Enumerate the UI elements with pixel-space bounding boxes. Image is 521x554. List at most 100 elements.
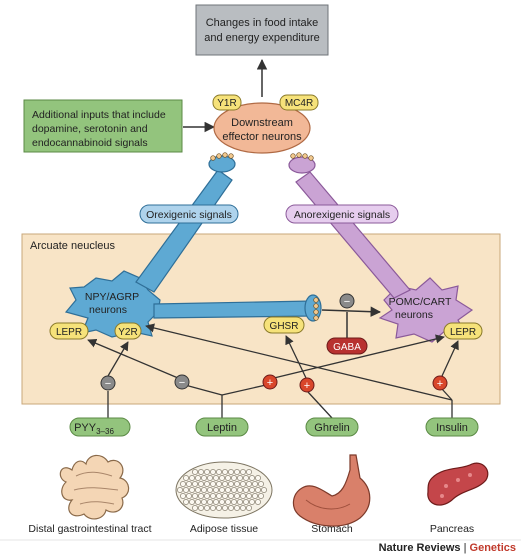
fat-cell [255,487,261,493]
fat-cell [219,475,225,481]
pyy-main-text: PYY [74,422,97,434]
vesicle [313,297,319,303]
gaba-minus-sign [339,293,355,309]
fat-cell [204,505,210,511]
ghsr-receptor [263,316,305,334]
leptin-pill [195,417,249,437]
vesicle [228,153,234,159]
insulin-to-pomc-lepr [441,340,459,377]
fat-cell [234,505,240,511]
fat-cell [243,475,249,481]
ghrelin-pill [305,417,359,437]
fat-cell [240,481,246,487]
additional-inputs-line3: endocannabinoid signals [32,137,148,149]
fat-cell [207,487,213,493]
leptin-plus-text: + [267,377,273,389]
pomc-lepr-receptor [443,322,483,340]
fat-cell [237,475,243,481]
pomc-cart-label: POMC/CART [389,296,452,308]
leptin-minus-text: − [179,377,185,389]
pancreas-shape [427,462,489,506]
insulin-plus-text: + [437,378,443,390]
insulin-plus-sign [432,375,448,391]
ghsr-label: GHSR [270,321,299,332]
y1r-label: Y1R [217,98,236,109]
pyy-subscript: 3–36 [96,427,114,436]
fat-cell [177,487,183,493]
pyy-label: PYY3–36 [74,422,114,436]
journal-name: Nature Reviews [379,542,461,554]
npy-lepr-receptor [49,322,89,340]
gaba-minus-text: − [344,296,350,308]
anorexigenic-axon-terminal [288,156,316,174]
fat-cell [183,475,189,481]
fat-cell [210,481,216,487]
fat-cell [222,469,228,475]
fat-cell [210,505,216,511]
fat-cell [225,475,231,481]
fat-cell [246,505,252,511]
fat-cell [186,493,192,499]
credit-separator: | [461,542,470,554]
vesicle [313,309,319,315]
fat-cell [192,469,198,475]
fat-cell [207,475,213,481]
fat-cell [195,475,201,481]
gi-tract-label: Distal gastrointestinal tract [28,523,151,535]
fat-cell [180,481,186,487]
fat-cell [246,493,252,499]
fat-cell [198,481,204,487]
fat-cell [228,505,234,511]
fat-cell [219,487,225,493]
fat-cell [255,499,261,505]
anorexigenic-signals-pill [285,204,399,224]
food-intake-line2: and energy expenditure [204,32,320,44]
fat-cell [243,499,249,505]
fat-cell [228,481,234,487]
fat-cell [198,469,204,475]
fat-cell [249,487,255,493]
y1r-receptor [212,94,242,111]
fat-cell [246,469,252,475]
npy-axon-terminal [304,294,322,322]
additional-inputs-line1: Additional inputs that include [32,109,166,121]
mc4r-receptor [279,94,319,111]
fat-cell [234,469,240,475]
fat-cell [216,505,222,511]
vesicle [222,152,228,158]
insulin-pill [425,417,479,437]
fat-cell [213,487,219,493]
pomc-neurons-label: neurons [395,309,433,321]
fat-cell [189,487,195,493]
pancreas-lobule [456,478,460,482]
fat-cell [204,481,210,487]
pancreas-lobule [440,494,444,498]
pancreas-lobule [444,484,448,488]
fat-cell [234,493,240,499]
fat-cell [228,493,234,499]
fat-cell [240,469,246,475]
vesicle [210,155,216,161]
insulin-label: Insulin [436,422,468,434]
additional-inputs-line2: dopamine, serotonin and [32,123,148,135]
ghrelin-line [307,391,333,419]
fat-cell [216,469,222,475]
arrow-npy-to-pomc [321,306,382,317]
fat-cell [189,499,195,505]
fat-cell [183,499,189,505]
fat-cell [237,499,243,505]
npy-to-pomc-axon [153,300,313,319]
fat-cell [192,493,198,499]
pyy-pill [69,417,131,437]
ghrelin-label: Ghrelin [314,422,349,434]
stomach-label: Stomach [311,523,353,535]
fat-cell [222,505,228,511]
y2r-receptor [114,322,142,340]
intestine-shape [59,454,130,520]
anorexigenic-signals-label: Anorexigenic signals [294,209,390,221]
fat-cell [213,499,219,505]
fat-cell [258,493,264,499]
insulin-to-npy [145,323,453,401]
